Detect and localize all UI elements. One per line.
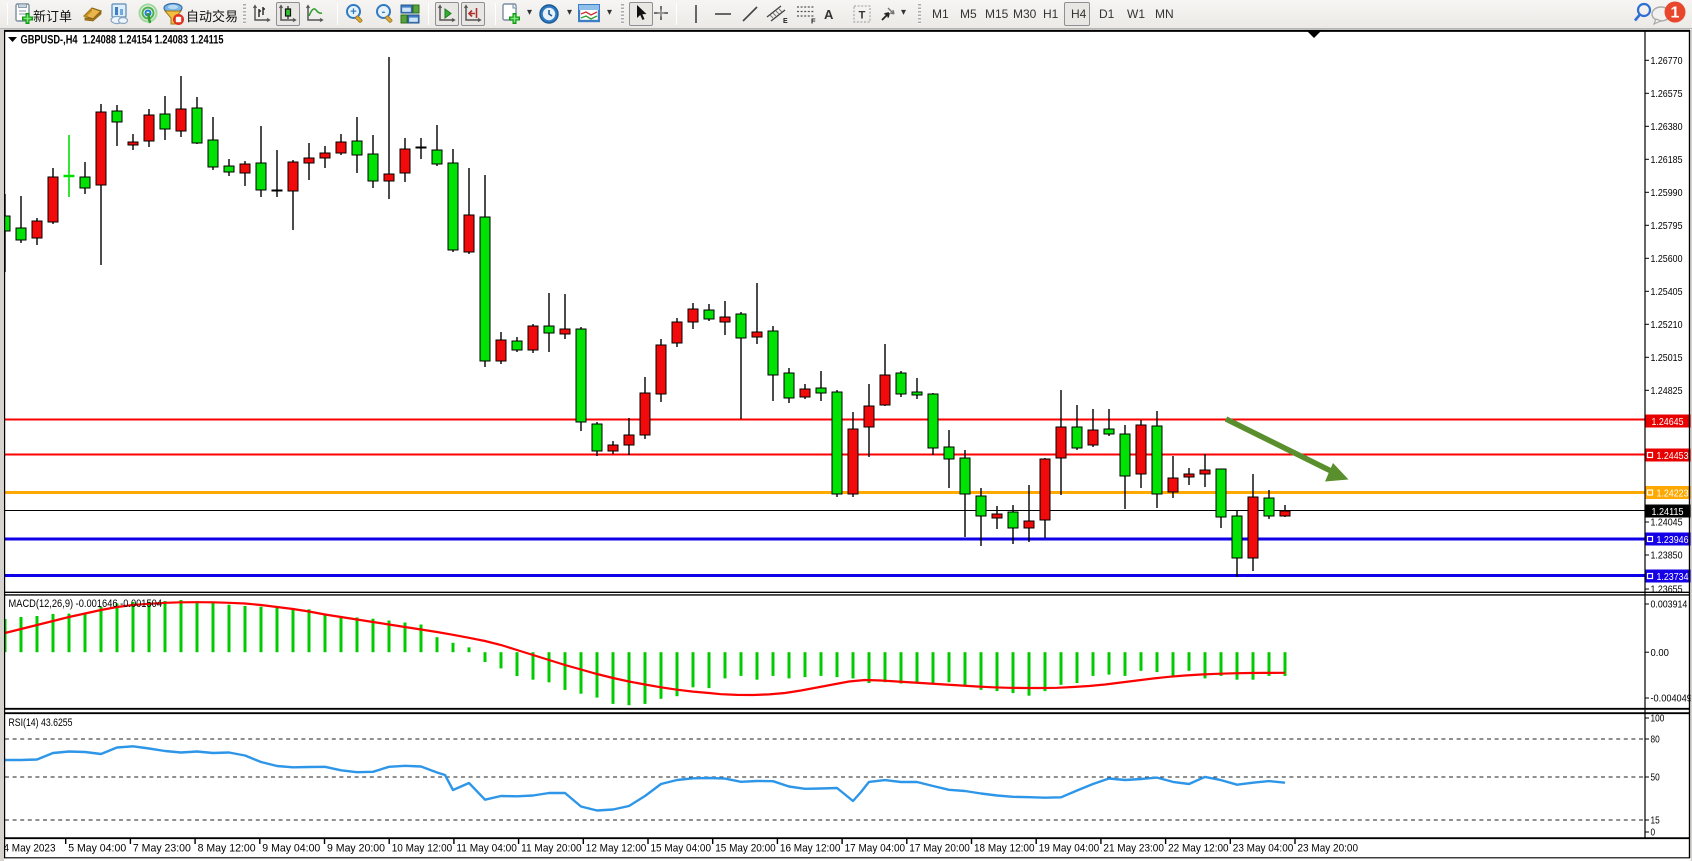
svg-text:1.25795: 1.25795 <box>1651 220 1683 232</box>
svg-text:19 May 04:00: 19 May 04:00 <box>1039 843 1100 855</box>
svg-text:1.26185: 1.26185 <box>1651 154 1683 166</box>
svg-text:1.23946: 1.23946 <box>1657 534 1689 546</box>
svg-text:1: 1 <box>1671 5 1680 22</box>
svg-text:100: 100 <box>1651 713 1665 725</box>
svg-text:9 May 04:00: 9 May 04:00 <box>262 843 320 855</box>
svg-text:12 May 12:00: 12 May 12:00 <box>586 843 647 855</box>
svg-text:23 May 04:00: 23 May 04:00 <box>1233 843 1294 855</box>
svg-text:0.00: 0.00 <box>1651 647 1670 659</box>
svg-text:11 May 04:00: 11 May 04:00 <box>456 843 517 855</box>
svg-text:22 May 12:00: 22 May 12:00 <box>1168 843 1229 855</box>
svg-text:MACD(12,26,9) -0.001646 -0.001: MACD(12,26,9) -0.001646 -0.001504 <box>9 598 163 610</box>
svg-text:F: F <box>811 17 816 25</box>
svg-text:1.24115: 1.24115 <box>1652 506 1684 518</box>
svg-text:T: T <box>859 10 866 22</box>
svg-text:1.25015: 1.25015 <box>1651 352 1683 364</box>
svg-text:1.26770: 1.26770 <box>1651 55 1683 67</box>
svg-text:1.26380: 1.26380 <box>1651 121 1683 133</box>
svg-text:17 May 20:00: 17 May 20:00 <box>909 843 970 855</box>
svg-text:1.25405: 1.25405 <box>1651 286 1683 298</box>
svg-text:7 May 23:00: 7 May 23:00 <box>133 843 191 855</box>
svg-text:+: + <box>350 6 356 18</box>
svg-text:1.24645: 1.24645 <box>1652 416 1684 428</box>
svg-text:8 May 12:00: 8 May 12:00 <box>198 843 256 855</box>
svg-text:4 May 2023: 4 May 2023 <box>4 843 56 855</box>
svg-text:17 May 04:00: 17 May 04:00 <box>845 843 906 855</box>
svg-text:1.24825: 1.24825 <box>1651 385 1683 397</box>
svg-text:-0.004049: -0.004049 <box>1651 693 1692 705</box>
svg-text:1.26575: 1.26575 <box>1651 88 1683 100</box>
svg-text:50: 50 <box>1651 772 1660 784</box>
svg-text:GBPUSD-,H4 1.24088 1.24154 1.: GBPUSD-,H4 1.24088 1.24154 1.24083 1.241… <box>21 35 224 47</box>
svg-text:9 May 20:00: 9 May 20:00 <box>327 843 385 855</box>
svg-text:1.23655: 1.23655 <box>1651 584 1683 596</box>
svg-text:1.23850: 1.23850 <box>1651 550 1683 562</box>
svg-text:15 May 04:00: 15 May 04:00 <box>651 843 712 855</box>
svg-text:1.25990: 1.25990 <box>1651 187 1683 199</box>
svg-text:5 May 04:00: 5 May 04:00 <box>68 843 126 855</box>
svg-text:1.24223: 1.24223 <box>1657 487 1689 499</box>
svg-text:10 May 12:00: 10 May 12:00 <box>392 843 453 855</box>
svg-text:RSI(14) 43.6255: RSI(14) 43.6255 <box>9 717 73 729</box>
svg-text:11 May 20:00: 11 May 20:00 <box>521 843 582 855</box>
svg-text:80: 80 <box>1651 734 1660 746</box>
svg-text:23 May 20:00: 23 May 20:00 <box>1298 843 1359 855</box>
svg-text:15 May 20:00: 15 May 20:00 <box>715 843 776 855</box>
svg-text:1.24045: 1.24045 <box>1651 517 1683 529</box>
svg-text:18 May 12:00: 18 May 12:00 <box>974 843 1035 855</box>
svg-text:0.003914: 0.003914 <box>1651 599 1688 611</box>
svg-text:1.24453: 1.24453 <box>1657 450 1689 462</box>
svg-text:1.23734: 1.23734 <box>1657 571 1689 583</box>
svg-text:E: E <box>783 18 788 24</box>
svg-text:1.25210: 1.25210 <box>1651 319 1683 331</box>
svg-text:15: 15 <box>1651 815 1660 827</box>
svg-text:-: - <box>382 6 386 18</box>
svg-text:16 May 12:00: 16 May 12:00 <box>780 843 841 855</box>
svg-text:21 May 23:00: 21 May 23:00 <box>1103 843 1164 855</box>
svg-text:1.25600: 1.25600 <box>1651 253 1683 265</box>
svg-text:0: 0 <box>1651 827 1656 839</box>
